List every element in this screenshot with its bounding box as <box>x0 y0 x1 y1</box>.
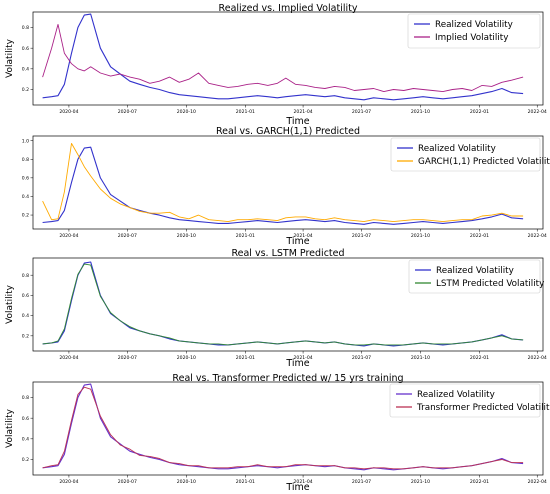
x-axis-label: Time <box>285 482 309 493</box>
x-tick-label: 2020-04 <box>59 479 78 485</box>
chart-panel-1: Realized vs. Implied Volatility 2020-04 20… <box>5 3 547 127</box>
x-tick-label: 2021-10 <box>411 109 430 115</box>
x-tick-label: 2022-04 <box>528 355 547 361</box>
chart-panel-2: Real vs. GARCH(1,1) Predicted 2020-04 2020… <box>22 126 550 247</box>
legend-entry: Realized Volatility <box>436 266 514 276</box>
y-tick-label: 1.0 <box>22 138 29 144</box>
y-tick-label: 0.6 <box>22 293 29 299</box>
x-tick-label: 2020-04 <box>59 109 78 115</box>
x-tick-label: 2021-01 <box>236 479 255 485</box>
legend-entry: Realized Volatility <box>435 20 513 30</box>
chart-title: Real vs. Transformer Predicted w/ 15 yrs… <box>172 373 403 384</box>
series-line-2 <box>42 23 524 93</box>
y-tick-label: 0.4 <box>22 66 29 72</box>
y-axis-label: Volatility <box>5 284 15 324</box>
x-tick-label: 2020-07 <box>118 355 137 361</box>
x-tick-label: 2021-04 <box>293 109 312 115</box>
y-axis-label: Volatility <box>5 408 15 448</box>
series-line-2 <box>42 263 524 346</box>
y-tick-label: 0.2 <box>22 457 29 463</box>
y-axis-label: Volatility <box>5 38 15 78</box>
x-tick-label: 2021-07 <box>352 355 371 361</box>
legend: Realized Volatility LSTM Predicted Volati… <box>408 259 544 294</box>
chart-panel-3: Real vs. LSTM Predicted 2020-04 2020-07 202… <box>5 248 547 369</box>
x-tick-label: 2021-10 <box>411 233 430 239</box>
legend-entry: Implied Volatility <box>435 33 508 43</box>
x-tick-label: 2021-01 <box>236 233 255 239</box>
x-tick-label: 2021-07 <box>352 233 371 239</box>
x-tick-label: 2022-04 <box>528 233 547 239</box>
y-tick-label: 0.2 <box>22 87 29 93</box>
x-tick-label: 2021-07 <box>352 479 371 485</box>
legend-box <box>407 13 541 49</box>
legend: Realized Volatility Transformer Predicted… <box>389 383 550 418</box>
plot-area <box>32 135 544 230</box>
x-tick-label: 2021-07 <box>352 109 371 115</box>
x-tick-label: 2020-10 <box>177 233 196 239</box>
y-tick-label: 0.8 <box>22 273 29 279</box>
x-tick-label: 2020-10 <box>177 355 196 361</box>
x-tick-label: 2022-04 <box>528 479 547 485</box>
series-line-1 <box>42 383 524 471</box>
y-tick-label: 0.2 <box>22 333 29 339</box>
x-tick-label: 2022-04 <box>528 109 547 115</box>
legend-entry: Realized Volatility <box>418 144 496 154</box>
legend-entry: Realized Volatility <box>417 390 495 400</box>
y-tick-label: 0.8 <box>22 157 29 163</box>
y-tick-label: 0.6 <box>22 175 29 181</box>
x-tick-label: 2022-01 <box>470 233 489 239</box>
legend: Realized Volatility GARCH(1,1) Predicted … <box>390 137 550 172</box>
chart-title: Real vs. LSTM Predicted <box>231 248 344 259</box>
chart-title: Realized vs. Implied Volatility <box>219 3 358 14</box>
x-tick-label: 2020-07 <box>118 233 137 239</box>
chart-title: Real vs. GARCH(1,1) Predicted <box>216 126 360 137</box>
y-tick-label: 0.6 <box>22 46 29 52</box>
plot-area <box>32 11 544 106</box>
series-line-1 <box>42 146 524 225</box>
legend-entry: GARCH(1,1) Predicted Volatility <box>418 157 550 167</box>
series-line-2 <box>42 386 524 470</box>
y-tick-label: 0.6 <box>22 416 29 422</box>
x-tick-label: 2020-10 <box>177 479 196 485</box>
legend-box <box>408 259 541 294</box>
x-tick-label: 2020-07 <box>118 479 137 485</box>
x-tick-label: 2021-01 <box>236 355 255 361</box>
legend-entry: Transformer Predicted Volatility <box>416 403 550 413</box>
y-tick-label: 0.2 <box>22 213 29 219</box>
x-tick-label: 2021-04 <box>293 355 312 361</box>
plot-area <box>32 381 544 476</box>
legend-box <box>389 383 541 418</box>
x-tick-label: 2020-10 <box>177 109 196 115</box>
x-tick-label: 2020-04 <box>59 233 78 239</box>
x-axis-label: Time <box>285 236 309 247</box>
series-line-1 <box>42 13 524 101</box>
x-tick-label: 2020-04 <box>59 355 78 361</box>
x-tick-label: 2022-01 <box>470 479 489 485</box>
y-tick-label: 0.8 <box>22 25 29 31</box>
legend-entry: LSTM Predicted Volatility <box>436 279 544 289</box>
x-tick-label: 2022-01 <box>470 109 489 115</box>
x-tick-label: 2020-07 <box>118 109 137 115</box>
x-tick-label: 2021-10 <box>411 355 430 361</box>
x-axis-label: Time <box>285 116 309 127</box>
x-tick-label: 2021-04 <box>293 479 312 485</box>
legend: Realized Volatility Implied Volatility <box>407 13 541 49</box>
legend-box <box>390 137 541 172</box>
y-tick-label: 0.8 <box>22 395 29 401</box>
y-tick-label: 0.4 <box>22 194 29 200</box>
series-line-2 <box>42 142 524 223</box>
x-tick-label: 2021-01 <box>236 109 255 115</box>
x-axis-label: Time <box>285 358 309 369</box>
x-tick-label: 2021-10 <box>411 479 430 485</box>
plot-area <box>32 257 544 352</box>
chart-panel-4: Real vs. Transformer Predicted w/ 15 yrs… <box>5 373 550 493</box>
y-tick-label: 0.4 <box>22 436 29 442</box>
x-tick-label: 2021-04 <box>293 233 312 239</box>
x-tick-label: 2022-01 <box>470 355 489 361</box>
y-tick-label: 0.4 <box>22 313 29 319</box>
